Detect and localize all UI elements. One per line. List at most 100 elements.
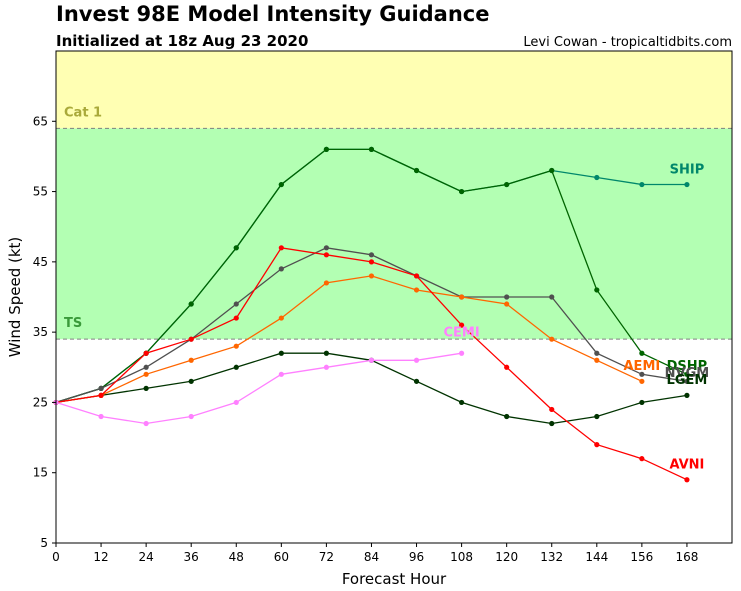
- data-point-avni: [413, 273, 420, 279]
- data-point-ship: [594, 174, 600, 181]
- data-point-nvgm: [549, 294, 555, 300]
- data-point-ship: [684, 181, 690, 188]
- data-point-avni: [323, 252, 329, 258]
- data-point-dshp: [413, 167, 420, 174]
- data-point-dshp: [368, 146, 375, 152]
- data-point-avni: [143, 350, 149, 356]
- x-tick-label: 144: [585, 550, 608, 564]
- data-point-nvgm: [639, 371, 645, 377]
- threshold-lines: TS Cat 1: [56, 105, 732, 340]
- axes: 0 12 24 36 48 60 72 84 96 108 120 132 144 156 168 5 15 25…: [33, 50, 733, 564]
- data-point-aemi: [639, 378, 645, 384]
- series-line-cemi: [55, 352, 462, 425]
- data-point-avni: [684, 477, 690, 483]
- data-point-ship: [639, 181, 645, 188]
- x-tick-label: 0: [52, 550, 60, 564]
- series-label-avni: AVNI: [669, 457, 704, 472]
- data-point-dshp: [323, 146, 329, 152]
- data-point-cemi: [188, 413, 194, 420]
- x-tick-label: 72: [319, 550, 334, 564]
- data-point-avni: [504, 364, 510, 370]
- data-point-nvgm: [98, 385, 104, 391]
- data-point-nvgm: [323, 245, 329, 251]
- intensity-bands: [56, 51, 732, 340]
- data-point-aemi: [594, 357, 600, 363]
- data-point-lgem: [639, 399, 645, 406]
- data-point-lgem: [459, 399, 465, 406]
- data-point-dshp: [459, 188, 465, 195]
- band-ts: [56, 128, 732, 340]
- data-point-lgem: [188, 378, 194, 384]
- y-tick-label: 25: [33, 395, 48, 409]
- data-point-cemi: [278, 371, 284, 377]
- data-point-dshp: [504, 181, 510, 188]
- x-tick-label: 24: [138, 550, 153, 564]
- y-tick-label: 55: [33, 185, 48, 199]
- data-point-lgem: [323, 350, 329, 356]
- data-point-aemi: [459, 294, 465, 300]
- data-point-avni: [639, 456, 645, 462]
- data-point-aemi: [188, 357, 194, 363]
- y-axis-label: Wind Speed (kt): [6, 237, 24, 358]
- data-point-aemi: [143, 371, 149, 377]
- data-point-lgem: [504, 413, 510, 420]
- y-tick-label: 15: [33, 466, 48, 480]
- data-point-lgem: [594, 413, 600, 420]
- series-label-lgem: LGEM: [667, 373, 708, 388]
- x-tick-label: 12: [93, 550, 108, 564]
- series-line-aemi: [55, 275, 643, 404]
- data-point-avni: [459, 322, 465, 328]
- data-point-avni: [188, 336, 194, 342]
- x-tick-label: 60: [274, 550, 289, 564]
- data-point-dshp: [233, 245, 239, 251]
- x-tick-label: 156: [630, 550, 653, 564]
- series-label-nvgm: NVGM: [665, 366, 710, 381]
- x-tick-label: 132: [540, 550, 563, 564]
- data-point-aemi: [504, 301, 510, 307]
- x-tick-label: 120: [495, 550, 518, 564]
- chart-title: Invest 98E Model Intensity Guidance: [56, 2, 490, 26]
- series-label-ship: SHIP: [670, 162, 705, 177]
- data-point-lgem: [143, 385, 149, 391]
- plot-frame: [55, 50, 733, 544]
- x-tick-label: 84: [364, 550, 379, 564]
- data-point-nvgm: [278, 266, 284, 272]
- data-point-avni: [233, 315, 239, 321]
- series-label-cemi: CEMI: [443, 325, 479, 340]
- band-label: TS: [64, 316, 82, 331]
- data-point-avni: [278, 245, 284, 251]
- data-point-nvgm: [233, 301, 239, 307]
- data-point-cemi: [368, 357, 375, 363]
- data-point-avni: [368, 259, 375, 265]
- data-point-lgem: [278, 350, 284, 356]
- chart-credit: Levi Cowan - tropicaltidbits.com: [523, 35, 732, 50]
- data-point-lgem: [549, 420, 555, 427]
- data-point-avni: [594, 442, 600, 448]
- data-point-dshp: [278, 181, 284, 188]
- x-tick-label: 36: [184, 550, 199, 564]
- x-axis-label: Forecast Hour: [342, 570, 447, 588]
- band-cat-1: [56, 51, 732, 129]
- data-point-aemi: [368, 273, 375, 279]
- data-point-nvgm: [684, 378, 690, 384]
- y-tick-label: 5: [40, 536, 48, 550]
- series-label-dshp: DSHP: [667, 359, 708, 374]
- data-point-dshp: [549, 167, 555, 174]
- x-tick-label: 168: [675, 550, 698, 564]
- series-label-aemi: AEMI: [624, 359, 661, 374]
- data-point-aemi: [278, 315, 284, 321]
- data-point-aemi: [323, 280, 329, 286]
- x-tick-label: 48: [229, 550, 244, 564]
- data-point-lgem: [413, 378, 420, 384]
- y-tick-label: 35: [33, 325, 48, 339]
- data-point-avni: [549, 406, 555, 413]
- data-point-cemi: [143, 420, 149, 427]
- data-point-aemi: [233, 343, 239, 349]
- data-point-dshp: [639, 350, 645, 356]
- data-point-aemi: [549, 336, 555, 342]
- data-point-cemi: [323, 364, 329, 370]
- data-point-avni: [98, 392, 104, 398]
- data-point-nvgm: [594, 350, 600, 356]
